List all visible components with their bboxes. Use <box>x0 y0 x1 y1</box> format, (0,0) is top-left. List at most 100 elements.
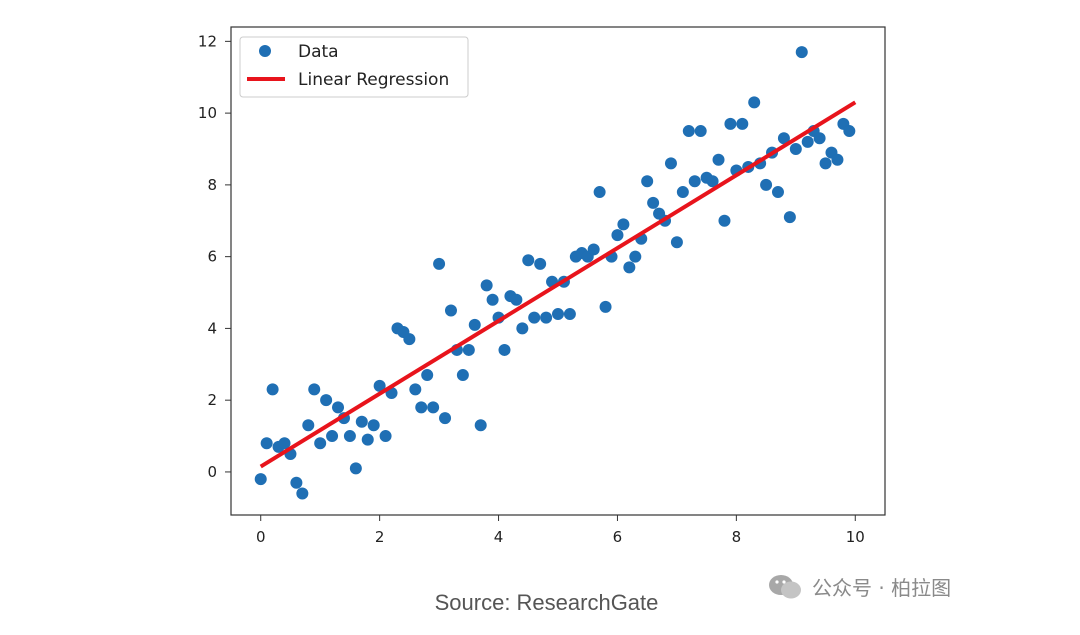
data-point <box>343 430 356 443</box>
data-point <box>676 186 689 199</box>
data-point <box>843 125 856 138</box>
legend-label-regression: Linear Regression <box>298 70 449 90</box>
data-point <box>444 304 457 317</box>
data-point <box>688 175 701 188</box>
data-point <box>748 96 761 109</box>
data-point <box>296 487 309 500</box>
data-point <box>308 383 321 396</box>
data-point <box>670 236 683 249</box>
y-tick-label: 6 <box>207 248 217 266</box>
data-point <box>468 318 481 331</box>
data-point <box>403 333 416 346</box>
data-point <box>522 254 535 267</box>
data-point <box>534 257 547 270</box>
data-point <box>736 117 749 130</box>
data-point <box>831 153 844 166</box>
data-point <box>647 196 660 209</box>
data-point <box>498 343 511 356</box>
y-tick-label: 8 <box>207 176 217 194</box>
x-tick-label: 2 <box>375 528 385 546</box>
legend-marker-data <box>259 45 271 57</box>
x-tick-label: 4 <box>494 528 504 546</box>
data-point <box>516 322 529 335</box>
data-point <box>510 293 523 306</box>
data-point <box>456 369 469 382</box>
y-tick-label: 0 <box>207 463 217 481</box>
data-point <box>706 175 719 188</box>
data-point <box>439 412 452 425</box>
data-point <box>795 46 808 59</box>
data-point <box>528 311 541 324</box>
data-point <box>724 117 737 130</box>
data-point <box>415 401 428 414</box>
data-point <box>314 437 327 450</box>
data-point <box>349 462 362 475</box>
data-point <box>302 419 315 432</box>
data-point <box>379 430 392 443</box>
x-tick-label: 10 <box>846 528 865 546</box>
data-point <box>355 415 368 428</box>
regression-line <box>259 100 857 469</box>
data-point <box>771 186 784 199</box>
data-point <box>611 229 624 242</box>
wechat-icon <box>769 574 801 598</box>
data-point <box>629 250 642 263</box>
data-point <box>801 135 814 148</box>
data-point <box>254 473 267 486</box>
y-tick-label: 4 <box>207 319 217 337</box>
data-point <box>777 132 790 145</box>
data-point <box>278 437 291 450</box>
data-point <box>427 401 440 414</box>
data-point <box>664 157 677 170</box>
plot-area-marks <box>254 46 857 500</box>
axes: 0 2 4 6 8 10 0 2 4 6 8 10 12 <box>198 26 886 546</box>
legend: Data Linear Regression <box>239 36 469 98</box>
plot-frame <box>230 26 886 516</box>
data-point <box>587 243 600 256</box>
x-tick-label: 0 <box>256 528 266 546</box>
data-point <box>373 379 386 392</box>
data-point <box>290 476 303 489</box>
data-point <box>617 218 630 231</box>
data-point <box>361 433 374 446</box>
data-point <box>486 293 499 306</box>
data-point <box>462 343 475 356</box>
x-tick-label: 6 <box>613 528 623 546</box>
data-point <box>552 308 564 321</box>
data-point <box>540 311 553 324</box>
source-caption: Source: ResearchGate <box>434 590 659 615</box>
data-point <box>760 178 773 191</box>
data-point <box>641 175 654 188</box>
data-point <box>694 125 707 138</box>
data-point <box>712 153 725 166</box>
watermark-text: 公众号 · 柏拉图 <box>812 576 952 600</box>
data-point <box>433 257 446 270</box>
data-point <box>326 430 339 443</box>
data-point <box>260 437 273 450</box>
y-tick-label: 2 <box>207 391 217 409</box>
data-point <box>409 383 422 396</box>
data-point <box>367 419 380 432</box>
data-point <box>563 308 576 321</box>
data-point <box>320 394 333 407</box>
data-point <box>783 211 796 224</box>
data-point <box>332 401 345 414</box>
data-point <box>593 186 606 199</box>
y-tick-label: 12 <box>198 32 217 50</box>
data-point <box>789 143 802 155</box>
legend-box <box>239 36 469 98</box>
y-tick-label: 10 <box>198 104 217 122</box>
data-point <box>266 383 279 396</box>
data-point <box>599 300 612 313</box>
legend-label-data: Data <box>298 42 339 62</box>
data-point <box>623 261 636 274</box>
data-point <box>421 369 434 382</box>
x-tick-label: 8 <box>732 528 742 546</box>
data-point <box>819 157 832 170</box>
watermark: 公众号 · 柏拉图 <box>768 572 951 601</box>
data-point <box>813 132 826 145</box>
data-point <box>718 214 731 227</box>
data-point <box>480 279 493 292</box>
data-point <box>682 125 695 138</box>
